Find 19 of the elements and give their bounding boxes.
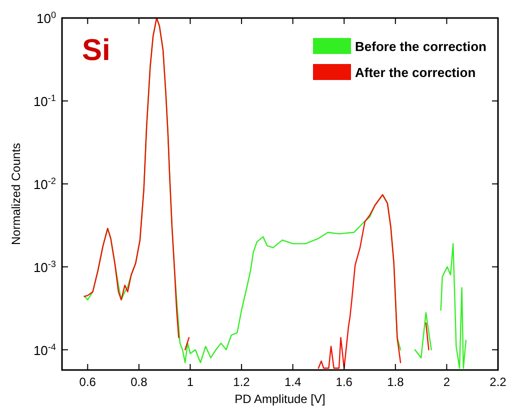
y-tick-label: 10$^{-2}$ bbox=[33, 176, 56, 192]
legend-label: Before the correction bbox=[355, 39, 487, 54]
y-tick-label: 10$^{-3}$ bbox=[33, 258, 56, 275]
y-tick-label: 10$^{0}$ bbox=[36, 10, 56, 26]
x-tick-label: 2 bbox=[443, 375, 450, 389]
x-tick-label: 0.8 bbox=[130, 375, 148, 389]
x-axis-title: PD Amplitude [V] bbox=[234, 392, 326, 406]
annotation: Si bbox=[82, 34, 110, 67]
x-tick-label: 1.8 bbox=[387, 375, 404, 389]
x-tick-label: 1.6 bbox=[336, 375, 353, 389]
x-tick-label: 2.2 bbox=[490, 375, 507, 389]
y-tick-label: 10$^{-1}$ bbox=[33, 92, 56, 109]
y-axis-title: Normalized Counts bbox=[9, 142, 23, 246]
y-tick-label: 10$^{-4}$ bbox=[33, 342, 56, 358]
x-tick-label: 1.2 bbox=[233, 375, 250, 389]
x-tick-label: 1.4 bbox=[284, 375, 302, 389]
legend-label: After the correction bbox=[355, 65, 476, 80]
x-tick-label: 1 bbox=[186, 375, 194, 389]
x-tick-label: 0.6 bbox=[79, 375, 96, 389]
